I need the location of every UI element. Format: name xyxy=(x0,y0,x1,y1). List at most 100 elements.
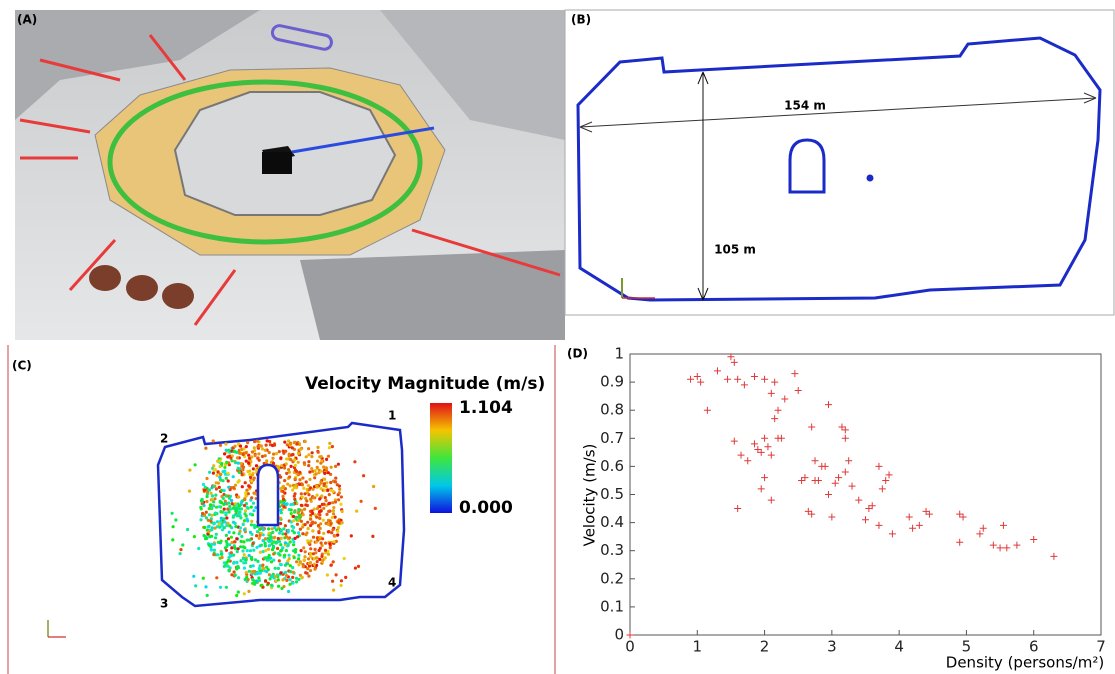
agent xyxy=(267,531,271,535)
panel-c: Velocity Magnitude (m/s) 1.104 0.000 1 2… xyxy=(7,345,556,674)
agent xyxy=(291,514,296,519)
x-tick-label: 4 xyxy=(894,638,904,656)
agent xyxy=(227,448,231,452)
agent xyxy=(293,497,297,501)
agent xyxy=(203,485,207,489)
agent xyxy=(269,560,274,564)
agent xyxy=(264,443,268,447)
agent xyxy=(222,507,226,511)
agent xyxy=(250,519,254,524)
agent xyxy=(307,460,311,464)
agent xyxy=(271,530,275,535)
agent xyxy=(289,464,293,468)
agent xyxy=(303,555,307,559)
agent xyxy=(285,443,289,447)
agent xyxy=(248,549,253,553)
agent xyxy=(200,499,204,504)
agent xyxy=(209,519,213,523)
point xyxy=(828,513,836,521)
agent xyxy=(232,449,236,454)
agent xyxy=(259,543,263,547)
agent xyxy=(281,484,285,489)
agent xyxy=(224,448,228,452)
agent xyxy=(204,537,208,541)
agent xyxy=(284,449,288,453)
point xyxy=(730,358,738,366)
agent xyxy=(328,441,332,445)
agent xyxy=(322,531,326,536)
agent xyxy=(279,456,283,460)
agent xyxy=(235,514,239,518)
point xyxy=(811,457,819,465)
agent xyxy=(282,553,287,558)
agent xyxy=(281,494,285,498)
y-tick-label: 0 xyxy=(614,626,624,644)
agent xyxy=(243,481,247,485)
agent xyxy=(251,541,255,546)
agent xyxy=(240,485,244,489)
agent xyxy=(285,471,289,475)
agent xyxy=(293,477,297,481)
agent xyxy=(298,527,302,531)
agent xyxy=(224,539,228,543)
agent xyxy=(221,496,225,500)
x-tick-label: 5 xyxy=(962,638,972,656)
agent xyxy=(262,566,266,571)
point xyxy=(848,482,856,490)
agent xyxy=(271,456,275,460)
x-tick-label: 7 xyxy=(1096,638,1106,656)
agent xyxy=(308,551,313,556)
agent xyxy=(265,570,269,574)
y-tick-label: 0.5 xyxy=(600,485,624,503)
agent xyxy=(224,533,228,538)
agent xyxy=(229,456,233,460)
agent xyxy=(277,559,281,563)
agent xyxy=(255,439,259,443)
buildings xyxy=(380,10,565,140)
agent xyxy=(330,531,334,535)
agent xyxy=(280,586,284,591)
agent xyxy=(258,550,262,554)
agent xyxy=(359,499,363,503)
agent xyxy=(308,569,313,573)
agent xyxy=(285,535,289,539)
agent xyxy=(323,496,327,500)
agent xyxy=(212,464,216,468)
agent xyxy=(371,534,375,539)
agent xyxy=(344,575,348,580)
point xyxy=(777,434,785,442)
agent xyxy=(249,505,253,509)
agent xyxy=(225,544,229,549)
point xyxy=(794,387,802,395)
agent xyxy=(284,462,288,466)
agent xyxy=(331,560,335,564)
agent xyxy=(276,578,280,582)
agent xyxy=(207,543,211,547)
agent xyxy=(301,513,305,517)
agent xyxy=(304,496,308,501)
agent xyxy=(291,452,295,457)
agent xyxy=(199,518,203,522)
point xyxy=(915,521,923,529)
point xyxy=(996,544,1004,552)
agent xyxy=(210,494,215,498)
agent xyxy=(233,444,237,448)
agent xyxy=(324,541,328,545)
agent xyxy=(295,560,299,564)
agent xyxy=(307,464,311,468)
agent xyxy=(268,439,272,444)
agent xyxy=(323,477,327,481)
agent xyxy=(212,468,216,472)
point xyxy=(761,474,769,482)
agent xyxy=(253,440,257,444)
agent xyxy=(289,511,293,516)
agent xyxy=(248,472,252,476)
agent xyxy=(304,503,308,507)
agent xyxy=(246,519,250,523)
agent xyxy=(213,497,217,501)
agent xyxy=(244,514,248,518)
agent xyxy=(305,571,309,575)
agent xyxy=(282,505,286,509)
agent xyxy=(229,535,233,539)
